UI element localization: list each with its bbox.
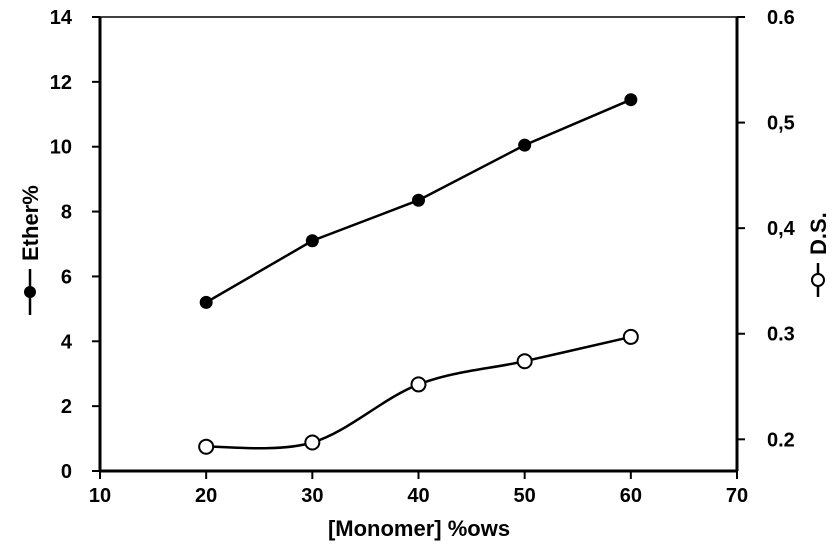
x-axis-title: [Monomer] %ows [328,516,510,541]
x-tick-label: 70 [726,485,748,507]
y-tick-label-left: 2 [61,396,72,418]
data-point-ether [305,234,319,248]
left-axis-legend: Ether% [18,185,43,315]
y-axis-title-left: Ether% [18,185,43,261]
y-tick-label-left: 10 [50,137,72,159]
data-point-ether [199,295,213,309]
data-point-ether [624,93,638,107]
y-tick-label-left: 14 [50,7,73,29]
x-tick-label: 50 [514,485,536,507]
y-tick-label-right: 0.3 [767,324,795,346]
data-point-ds [516,353,533,370]
right-legend-marker [811,273,825,287]
data-point-ds [304,434,321,451]
x-tick-label: 10 [89,485,111,507]
y-tick-label-left: 6 [61,266,72,288]
left-legend-marker [24,286,36,298]
x-tick-label: 40 [407,485,429,507]
y-tick-label-right: 0.2 [767,429,795,451]
y-tick-label-left: 4 [61,331,73,353]
y-tick-label-right: 0.6 [767,7,795,29]
series [198,93,639,455]
y-axis-title-right: D.S. [806,212,831,255]
axes [98,16,739,473]
x-tick-label: 30 [301,485,323,507]
data-point-ds [410,376,427,393]
y-tick-label-right: 0,4 [767,218,796,240]
y-tick-label-left: 12 [50,72,72,94]
y-tick-label-left: 0 [61,461,72,483]
data-point-ds [198,438,215,455]
x-tick-label: 60 [620,485,642,507]
y-tick-label-right: 0,5 [767,113,795,135]
x-tick-label: 20 [195,485,217,507]
series-line-ds [206,335,632,450]
right-axis-legend: D.S. [806,212,831,297]
y-tick-label-left: 8 [61,202,72,224]
ticks: 10 20 30 40 50 60 70 0 2 4 6 8 10 12 14 0.2 0.3 0,4 0,5 0.6 [50,7,796,507]
data-point-ether [518,138,532,152]
data-point-ds [622,328,639,345]
data-point-ether [412,193,425,207]
